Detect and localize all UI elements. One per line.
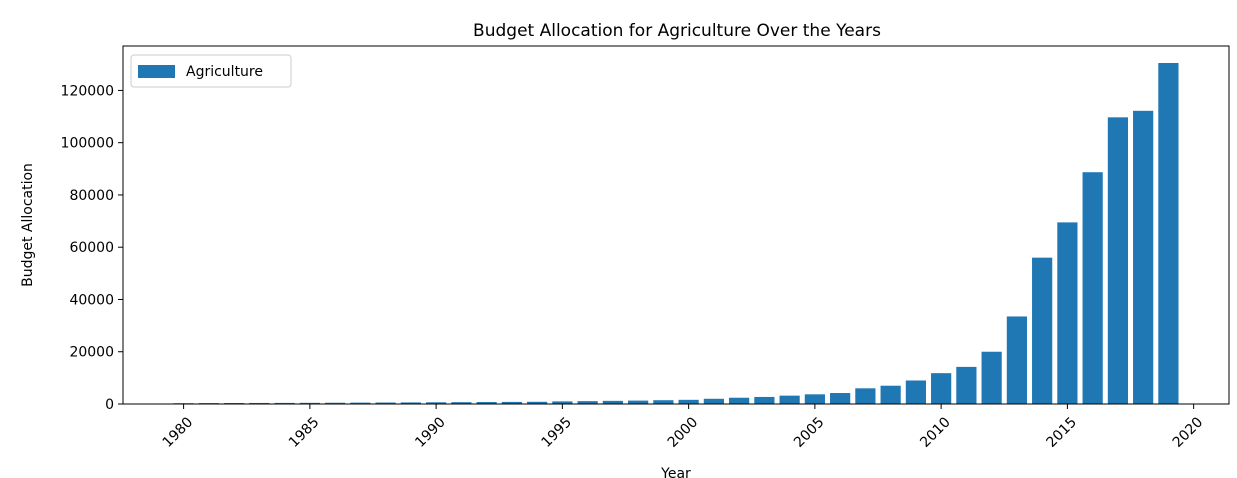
- plot-frame: [122, 45, 1230, 405]
- y-tick-label: 60000: [69, 240, 114, 256]
- bar-1989: [400, 402, 421, 404]
- bar-2018: [1133, 110, 1154, 404]
- bar-2013: [1006, 316, 1027, 404]
- bar-1988: [375, 402, 396, 404]
- x-axis: 1980 1985 1990 1995 2000 2005 2010 2015 2020: [160, 404, 1207, 451]
- x-tick-label: 1990: [412, 414, 449, 451]
- bar-1984: [274, 402, 295, 404]
- bar-2017: [1107, 117, 1128, 404]
- bar-1998: [628, 400, 649, 404]
- bar-2002: [729, 397, 750, 404]
- y-tick-label: 20000: [69, 345, 114, 361]
- chart-title: Budget Allocation for Agriculture Over t…: [473, 21, 881, 41]
- bar-2009: [905, 380, 926, 404]
- x-tick-label: 2020: [1170, 414, 1207, 451]
- x-tick-label: 2010: [917, 414, 954, 451]
- y-tick-label: 120000: [61, 83, 114, 99]
- bar-2006: [830, 393, 851, 404]
- y-tick-label: 80000: [69, 188, 114, 204]
- bar-1996: [577, 401, 598, 404]
- x-tick-label: 2000: [665, 414, 702, 451]
- bar-2015: [1057, 222, 1078, 404]
- y-axis: 0 20000 40000 60000 80000 100000 120000: [61, 83, 123, 413]
- y-tick-label: 0: [105, 397, 114, 413]
- x-tick-label: 2005: [791, 414, 828, 451]
- bar-1990: [426, 402, 447, 404]
- bar-2005: [804, 394, 825, 404]
- legend: Agriculture: [130, 54, 292, 88]
- bar-1997: [602, 400, 623, 404]
- bar-2014: [1032, 257, 1053, 404]
- bar-2011: [956, 366, 977, 404]
- bar-2003: [754, 396, 775, 404]
- x-tick-label: 1985: [286, 414, 323, 451]
- bar-2016: [1082, 172, 1103, 404]
- y-tick-label: 100000: [61, 136, 114, 152]
- x-axis-label: Year: [660, 466, 691, 478]
- bar-2007: [855, 388, 876, 404]
- bars-group: [173, 62, 1179, 404]
- x-tick-label: 1980: [160, 414, 197, 451]
- bar-1994: [527, 401, 548, 404]
- legend-label-agriculture: Agriculture: [186, 64, 263, 80]
- bar-2012: [981, 351, 1002, 404]
- bar-2004: [779, 395, 800, 404]
- bar-1995: [552, 401, 573, 404]
- bar-1983: [249, 402, 270, 404]
- y-tick-label: 40000: [69, 292, 114, 308]
- bar-1993: [501, 401, 522, 404]
- x-tick-label: 1995: [538, 414, 575, 451]
- legend-box: [130, 54, 292, 88]
- bar-1999: [653, 400, 674, 404]
- y-axis-label: Budget Allocation: [20, 163, 36, 287]
- bar-1991: [451, 402, 472, 404]
- bar-2010: [931, 373, 952, 404]
- x-tick-label: 2015: [1043, 414, 1080, 451]
- bar-2008: [880, 385, 901, 404]
- bar-1987: [350, 402, 371, 404]
- bar-1985: [299, 402, 320, 404]
- bar-2019: [1158, 62, 1179, 404]
- bar-2000: [678, 399, 699, 404]
- bar-2001: [703, 398, 724, 404]
- bar-1986: [325, 402, 346, 404]
- legend-swatch: [138, 65, 175, 78]
- bar-1992: [476, 402, 497, 404]
